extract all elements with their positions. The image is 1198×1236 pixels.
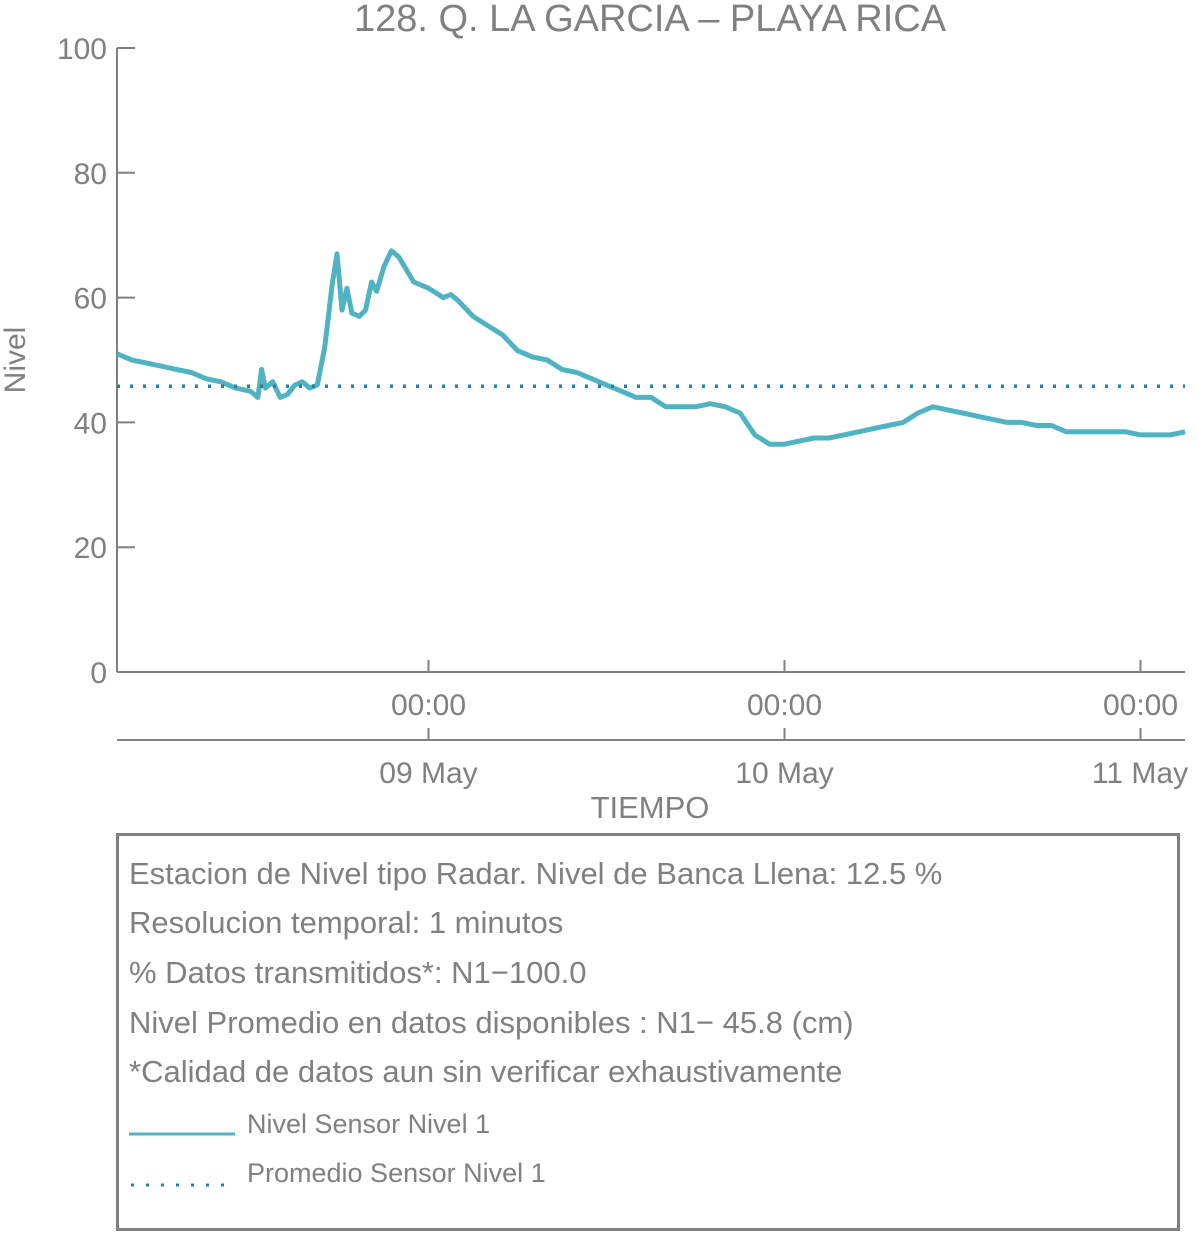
x-tick-label: 00:00	[391, 689, 466, 722]
date-tick-label: 10 May	[735, 757, 833, 790]
info-line-station: Estacion de Nivel tipo Radar. Nivel de B…	[129, 856, 943, 891]
info-line-quality: *Calidad de datos aun sin verificar exha…	[129, 1054, 843, 1089]
info-box: Estacion de Nivel tipo Radar. Nivel de B…	[116, 833, 1180, 1231]
legend-label-nivel: Nivel Sensor Nivel 1	[247, 1109, 491, 1139]
x-tick-label: 00:00	[747, 689, 822, 722]
y-tick-label: 80	[74, 158, 107, 191]
info-line-average: Nivel Promedio en datos disponibles : N1…	[129, 1005, 854, 1040]
x-tick-label: 00:00	[1103, 689, 1178, 722]
legend-label-promedio: Promedio Sensor Nivel 1	[247, 1158, 546, 1188]
y-tick-label: 40	[74, 407, 107, 440]
legend-swatch-dotted	[131, 1183, 235, 1187]
x-ticks: 00:00 09 May 00:00 10 May 00:00 11 May	[379, 660, 1188, 790]
info-line-resolution: Resolucion temporal: 1 minutos	[129, 905, 564, 940]
chart-title: 128. Q. LA GARCIA – PLAYA RICA	[354, 0, 947, 40]
y-tick-label: 0	[90, 657, 107, 690]
y-tick-label: 100	[57, 33, 107, 66]
date-tick-label: 11 May	[1092, 757, 1188, 790]
legend-swatch-solid	[129, 1132, 235, 1136]
y-axis-label: Nivel	[0, 327, 32, 394]
info-line-transmitted: % Datos transmitidos*: N1−100.0	[129, 955, 587, 990]
y-tick-label: 20	[74, 532, 107, 565]
y-ticks: 0 20 40 60 80 100	[57, 33, 135, 690]
date-tick-label: 09 May	[379, 757, 477, 790]
x-axis-label: TIEMPO	[591, 790, 710, 825]
plot-area	[116, 248, 1186, 447]
y-tick-label: 60	[74, 283, 107, 316]
series-line-nivel	[116, 248, 1186, 447]
chart: 128. Q. LA GARCIA – PLAYA RICA Nivel TIE…	[0, 0, 1188, 825]
